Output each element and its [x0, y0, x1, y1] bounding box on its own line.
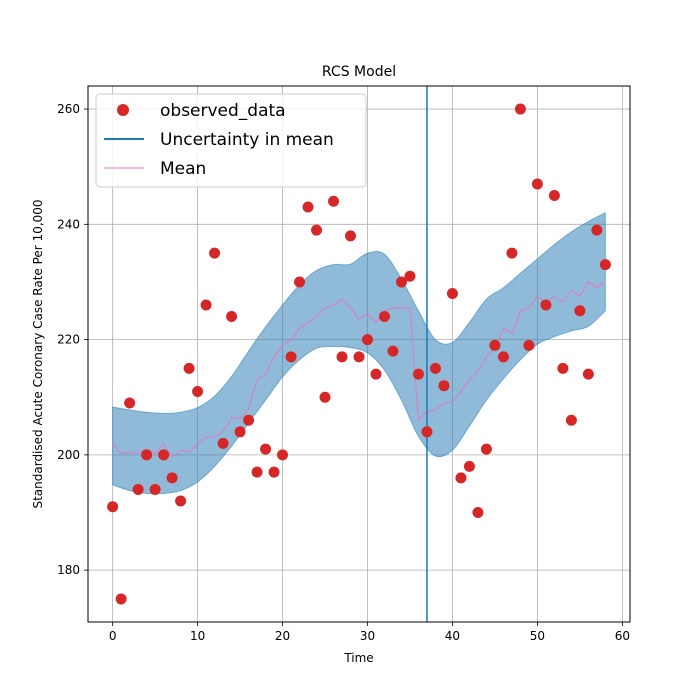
observed-point: [294, 276, 306, 288]
plot-frame: [87, 85, 631, 623]
y-tick-label: 200: [57, 448, 80, 462]
y-axis-label: Standardised Acute Coronary Case Rate Pe…: [31, 199, 45, 508]
observed-point: [506, 247, 518, 259]
observed-point: [387, 345, 399, 357]
observed-point: [455, 472, 467, 484]
observed-point: [260, 443, 272, 455]
mean-line: [112, 281, 606, 458]
observed-point: [141, 449, 153, 461]
observed-point: [361, 334, 373, 346]
legend: observed_data Uncertainty in mean Mean: [95, 93, 367, 188]
x-tick-label: 40: [445, 629, 460, 643]
observed-point: [166, 472, 178, 484]
observed-point: [574, 305, 586, 317]
observed-point: [463, 460, 475, 472]
observed-point: [514, 103, 526, 115]
observed-point: [565, 414, 577, 426]
observed-point: [523, 339, 535, 351]
band-layer: [112, 211, 606, 495]
mean-layer: [112, 281, 606, 458]
observed-point: [192, 385, 204, 397]
observed-point: [251, 466, 263, 478]
observed-point: [548, 190, 560, 202]
observed-point: [149, 483, 161, 495]
observed-point: [395, 276, 407, 288]
legend-label: observed_data: [160, 101, 286, 121]
observed-point: [412, 368, 424, 380]
x-tick-label: 60: [615, 629, 630, 643]
chart-title: RCS Model: [322, 64, 396, 80]
y-tick-label: 220: [57, 333, 80, 347]
legend-label: Mean: [160, 159, 206, 179]
observed-point: [277, 449, 289, 461]
uncertainty-band: [112, 211, 606, 495]
y-tick-label: 180: [57, 563, 80, 577]
legend-marker: [117, 104, 129, 116]
observed-point: [472, 506, 484, 518]
observed-point: [429, 362, 441, 374]
observed-point: [115, 593, 127, 605]
observed-point: [209, 247, 221, 259]
observed-point: [200, 299, 212, 311]
legend-box: [95, 93, 367, 188]
observed-point: [175, 495, 187, 507]
observed-point: [285, 351, 297, 363]
observed-point: [132, 483, 144, 495]
observed-point: [591, 224, 603, 236]
observed-point: [158, 449, 170, 461]
observed-point: [599, 259, 611, 271]
x-tick-label: 0: [109, 629, 117, 643]
x-axis-label: Time: [343, 651, 373, 665]
observed-point: [446, 287, 458, 299]
observed-point: [531, 178, 543, 190]
observed-point: [328, 195, 340, 207]
observed-point: [268, 466, 280, 478]
observed-point: [336, 351, 348, 363]
observed-point: [124, 397, 136, 409]
observed-point: [217, 437, 229, 449]
observed-point: [378, 311, 390, 323]
observed-point: [370, 368, 382, 380]
y-tick-label: 260: [57, 102, 80, 116]
observed-point: [302, 201, 314, 213]
x-tick-label: 20: [275, 629, 290, 643]
observed-point: [540, 299, 552, 311]
observed-point: [345, 230, 357, 242]
x-tick-label: 10: [190, 629, 205, 643]
observed-point: [183, 362, 195, 374]
observed-point: [480, 443, 492, 455]
observed-point: [421, 426, 433, 438]
observed-point: [438, 380, 450, 392]
observed-point: [107, 501, 119, 513]
observed-point: [319, 391, 331, 403]
x-axis: 0 10 20 30 40 50 60: [109, 622, 630, 643]
y-tick-label: 240: [57, 217, 80, 231]
observed-point: [311, 224, 323, 236]
observed-point: [353, 351, 365, 363]
observed-point: [404, 270, 416, 282]
observed-point: [582, 368, 594, 380]
observed-point: [226, 311, 238, 323]
observed-point: [243, 414, 255, 426]
observed-point: [234, 426, 246, 438]
x-tick-label: 30: [360, 629, 375, 643]
legend-label: Uncertainty in mean: [160, 130, 334, 150]
y-axis: 180 200 220 240 260: [57, 102, 88, 577]
observed-point: [557, 362, 569, 374]
x-tick-label: 50: [530, 629, 545, 643]
observed-point: [489, 339, 501, 351]
observed-point: [497, 351, 509, 363]
points-layer: [107, 103, 611, 605]
